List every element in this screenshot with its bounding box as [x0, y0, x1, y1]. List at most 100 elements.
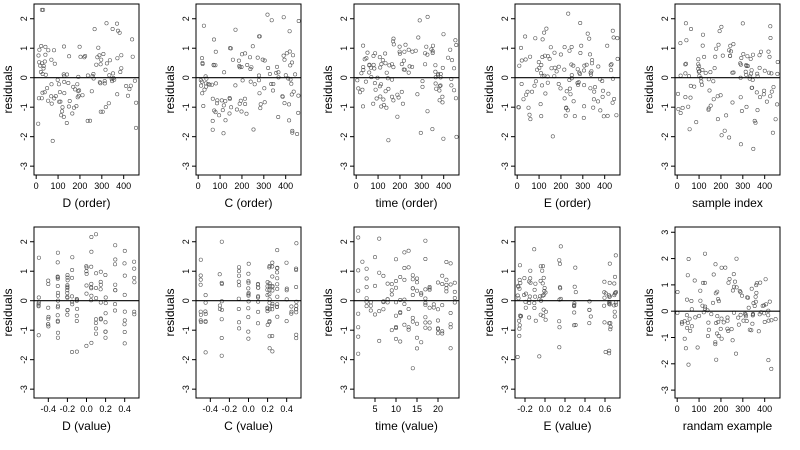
data-point	[113, 288, 118, 293]
data-point	[716, 42, 721, 47]
data-point	[230, 57, 235, 62]
data-point	[103, 311, 108, 316]
data-point	[757, 53, 762, 58]
data-point	[537, 354, 542, 359]
data-point	[245, 62, 250, 67]
data-point	[65, 275, 70, 280]
data-point	[262, 86, 267, 91]
data-point	[65, 283, 70, 288]
data-point	[249, 65, 254, 70]
data-point	[692, 278, 697, 283]
data-point	[773, 117, 778, 122]
data-point	[766, 49, 771, 54]
data-point	[402, 250, 407, 255]
data-point	[356, 325, 361, 330]
data-point	[752, 118, 757, 123]
data-point	[246, 329, 251, 334]
data-point	[393, 313, 398, 318]
data-point	[275, 286, 280, 291]
data-point	[757, 65, 762, 70]
x-tick-label: 0	[196, 181, 201, 191]
data-point	[609, 62, 614, 67]
data-point	[267, 292, 272, 297]
data-point	[727, 53, 732, 58]
data-point	[122, 261, 127, 266]
data-point	[364, 304, 369, 309]
data-point	[134, 100, 139, 105]
data-point	[736, 315, 741, 320]
data-point	[540, 293, 545, 298]
data-point	[39, 43, 44, 48]
data-point	[270, 349, 275, 354]
data-point	[284, 260, 289, 265]
data-point	[533, 294, 538, 299]
data-point	[768, 35, 773, 40]
data-point	[110, 79, 115, 84]
data-point	[686, 362, 691, 367]
data-point	[265, 293, 270, 298]
data-point	[746, 305, 751, 310]
data-point	[715, 314, 720, 319]
data-point	[103, 301, 108, 306]
data-point	[219, 335, 224, 340]
data-point	[275, 276, 280, 281]
data-points	[515, 244, 618, 359]
y-tick-label: 2	[181, 16, 191, 21]
data-point	[203, 293, 208, 298]
y-tick-label: 1	[339, 269, 349, 274]
data-point	[589, 61, 594, 66]
data-point	[227, 111, 232, 116]
data-point	[377, 55, 382, 60]
data-point	[541, 292, 546, 297]
data-point	[403, 42, 408, 47]
data-point	[614, 113, 619, 118]
data-point	[72, 105, 77, 110]
data-point	[89, 89, 94, 94]
data-point	[402, 277, 407, 282]
data-point	[675, 289, 680, 294]
data-point	[703, 304, 708, 309]
data-point	[270, 260, 275, 265]
y-tick-label: 2	[500, 16, 510, 21]
data-point	[683, 346, 688, 351]
data-point	[132, 275, 137, 280]
data-point	[71, 84, 76, 89]
data-point	[74, 318, 79, 323]
data-point	[753, 294, 758, 299]
data-point	[391, 42, 396, 47]
x-tick-label: 200	[392, 181, 407, 191]
data-point	[52, 96, 57, 101]
data-point	[414, 288, 419, 293]
data-point	[688, 83, 693, 88]
data-point	[573, 290, 578, 295]
data-point	[198, 277, 203, 282]
data-point	[211, 63, 216, 68]
data-point	[55, 290, 60, 295]
data-point	[107, 73, 112, 78]
data-point	[543, 309, 548, 314]
data-point	[55, 313, 60, 318]
data-point	[94, 317, 99, 322]
data-point	[255, 281, 260, 286]
data-point	[775, 59, 780, 64]
data-point	[103, 295, 108, 300]
data-point	[85, 118, 90, 123]
data-point	[113, 262, 118, 267]
data-point	[265, 12, 270, 17]
data-point	[540, 268, 545, 273]
data-point	[602, 320, 607, 325]
data-point	[433, 69, 438, 74]
data-point	[397, 44, 402, 49]
data-point	[415, 92, 420, 97]
data-point	[118, 70, 123, 75]
x-tick-label: 0	[675, 404, 680, 414]
data-point	[754, 90, 759, 95]
data-point	[239, 65, 244, 70]
data-point	[237, 273, 242, 278]
data-point	[688, 95, 693, 100]
data-point	[356, 334, 361, 339]
data-point	[751, 146, 756, 151]
data-point	[419, 340, 424, 345]
data-point	[423, 256, 428, 261]
data-point	[751, 301, 756, 306]
